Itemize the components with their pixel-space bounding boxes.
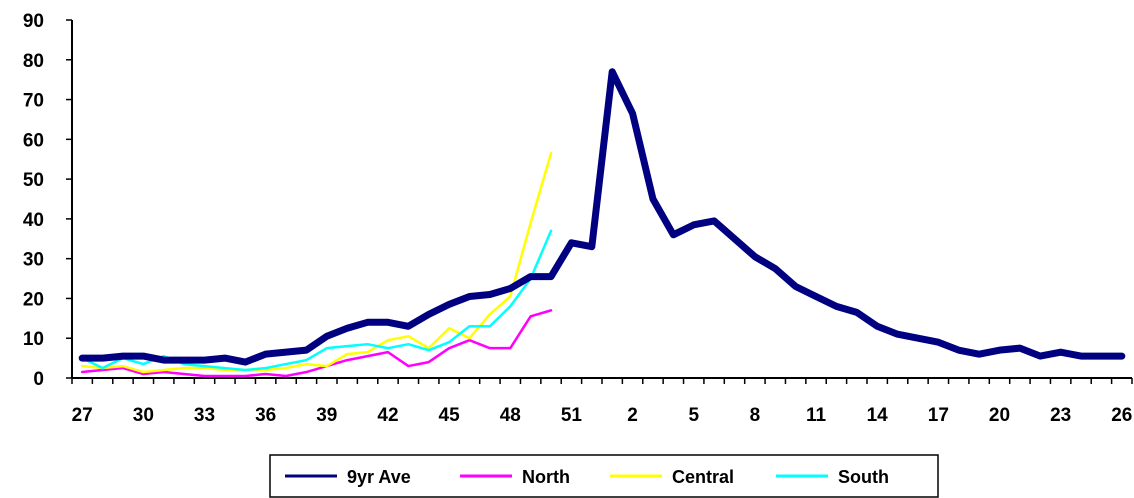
y-tick-label: 10 [23,329,44,350]
x-tick-label: 23 [1050,405,1071,426]
x-tick-label: 48 [500,405,521,426]
x-tick-label: 36 [255,405,276,426]
y-tick-label: 20 [23,289,44,310]
y-tick-label: 30 [23,250,44,271]
series-line-central [80,152,553,374]
series-line-north [80,309,553,378]
x-tick-label: 26 [1111,405,1132,426]
y-tick-label: 90 [23,11,44,32]
x-tick-label: 27 [72,405,93,426]
x-tick-label: 11 [806,405,827,426]
legend-label-central: Central [672,467,734,487]
series-line-south [80,229,553,372]
x-tick-label: 8 [750,405,761,426]
y-tick-label: 0 [33,369,44,390]
x-tick-label: 14 [867,405,889,426]
series-lines [78,68,1126,378]
x-tick-label: 45 [439,405,461,426]
legend-label-9yr-ave: 9yr Ave [347,467,411,487]
x-tick-label: 20 [989,405,1010,426]
legend-label-north: North [522,467,570,487]
x-tick-label: 2 [627,405,638,426]
y-axis: 0 10 20 30 40 50 60 70 80 90 [23,11,73,390]
series-line-9yr-ave [78,68,1126,366]
y-tick-label: 40 [23,210,44,231]
x-axis: 27 30 33 36 39 42 45 48 51 2 5 8 11 14 17 20 23 26 [71,377,1133,426]
y-tick-label: 60 [23,130,44,151]
x-tick-label: 17 [928,405,949,426]
y-tick-label: 50 [23,170,44,191]
x-tick-label: 5 [688,405,699,426]
y-tick-label: 80 [23,51,44,72]
x-tick-label: 42 [377,405,398,426]
legend-label-south: South [838,467,889,487]
x-tick-label: 39 [316,405,337,426]
legend: 9yr Ave North Central South [269,454,939,498]
y-tick-label: 70 [23,91,44,112]
x-tick-label: 33 [194,405,215,426]
x-tick-label: 51 [561,405,583,426]
x-tick-label: 30 [133,405,154,426]
